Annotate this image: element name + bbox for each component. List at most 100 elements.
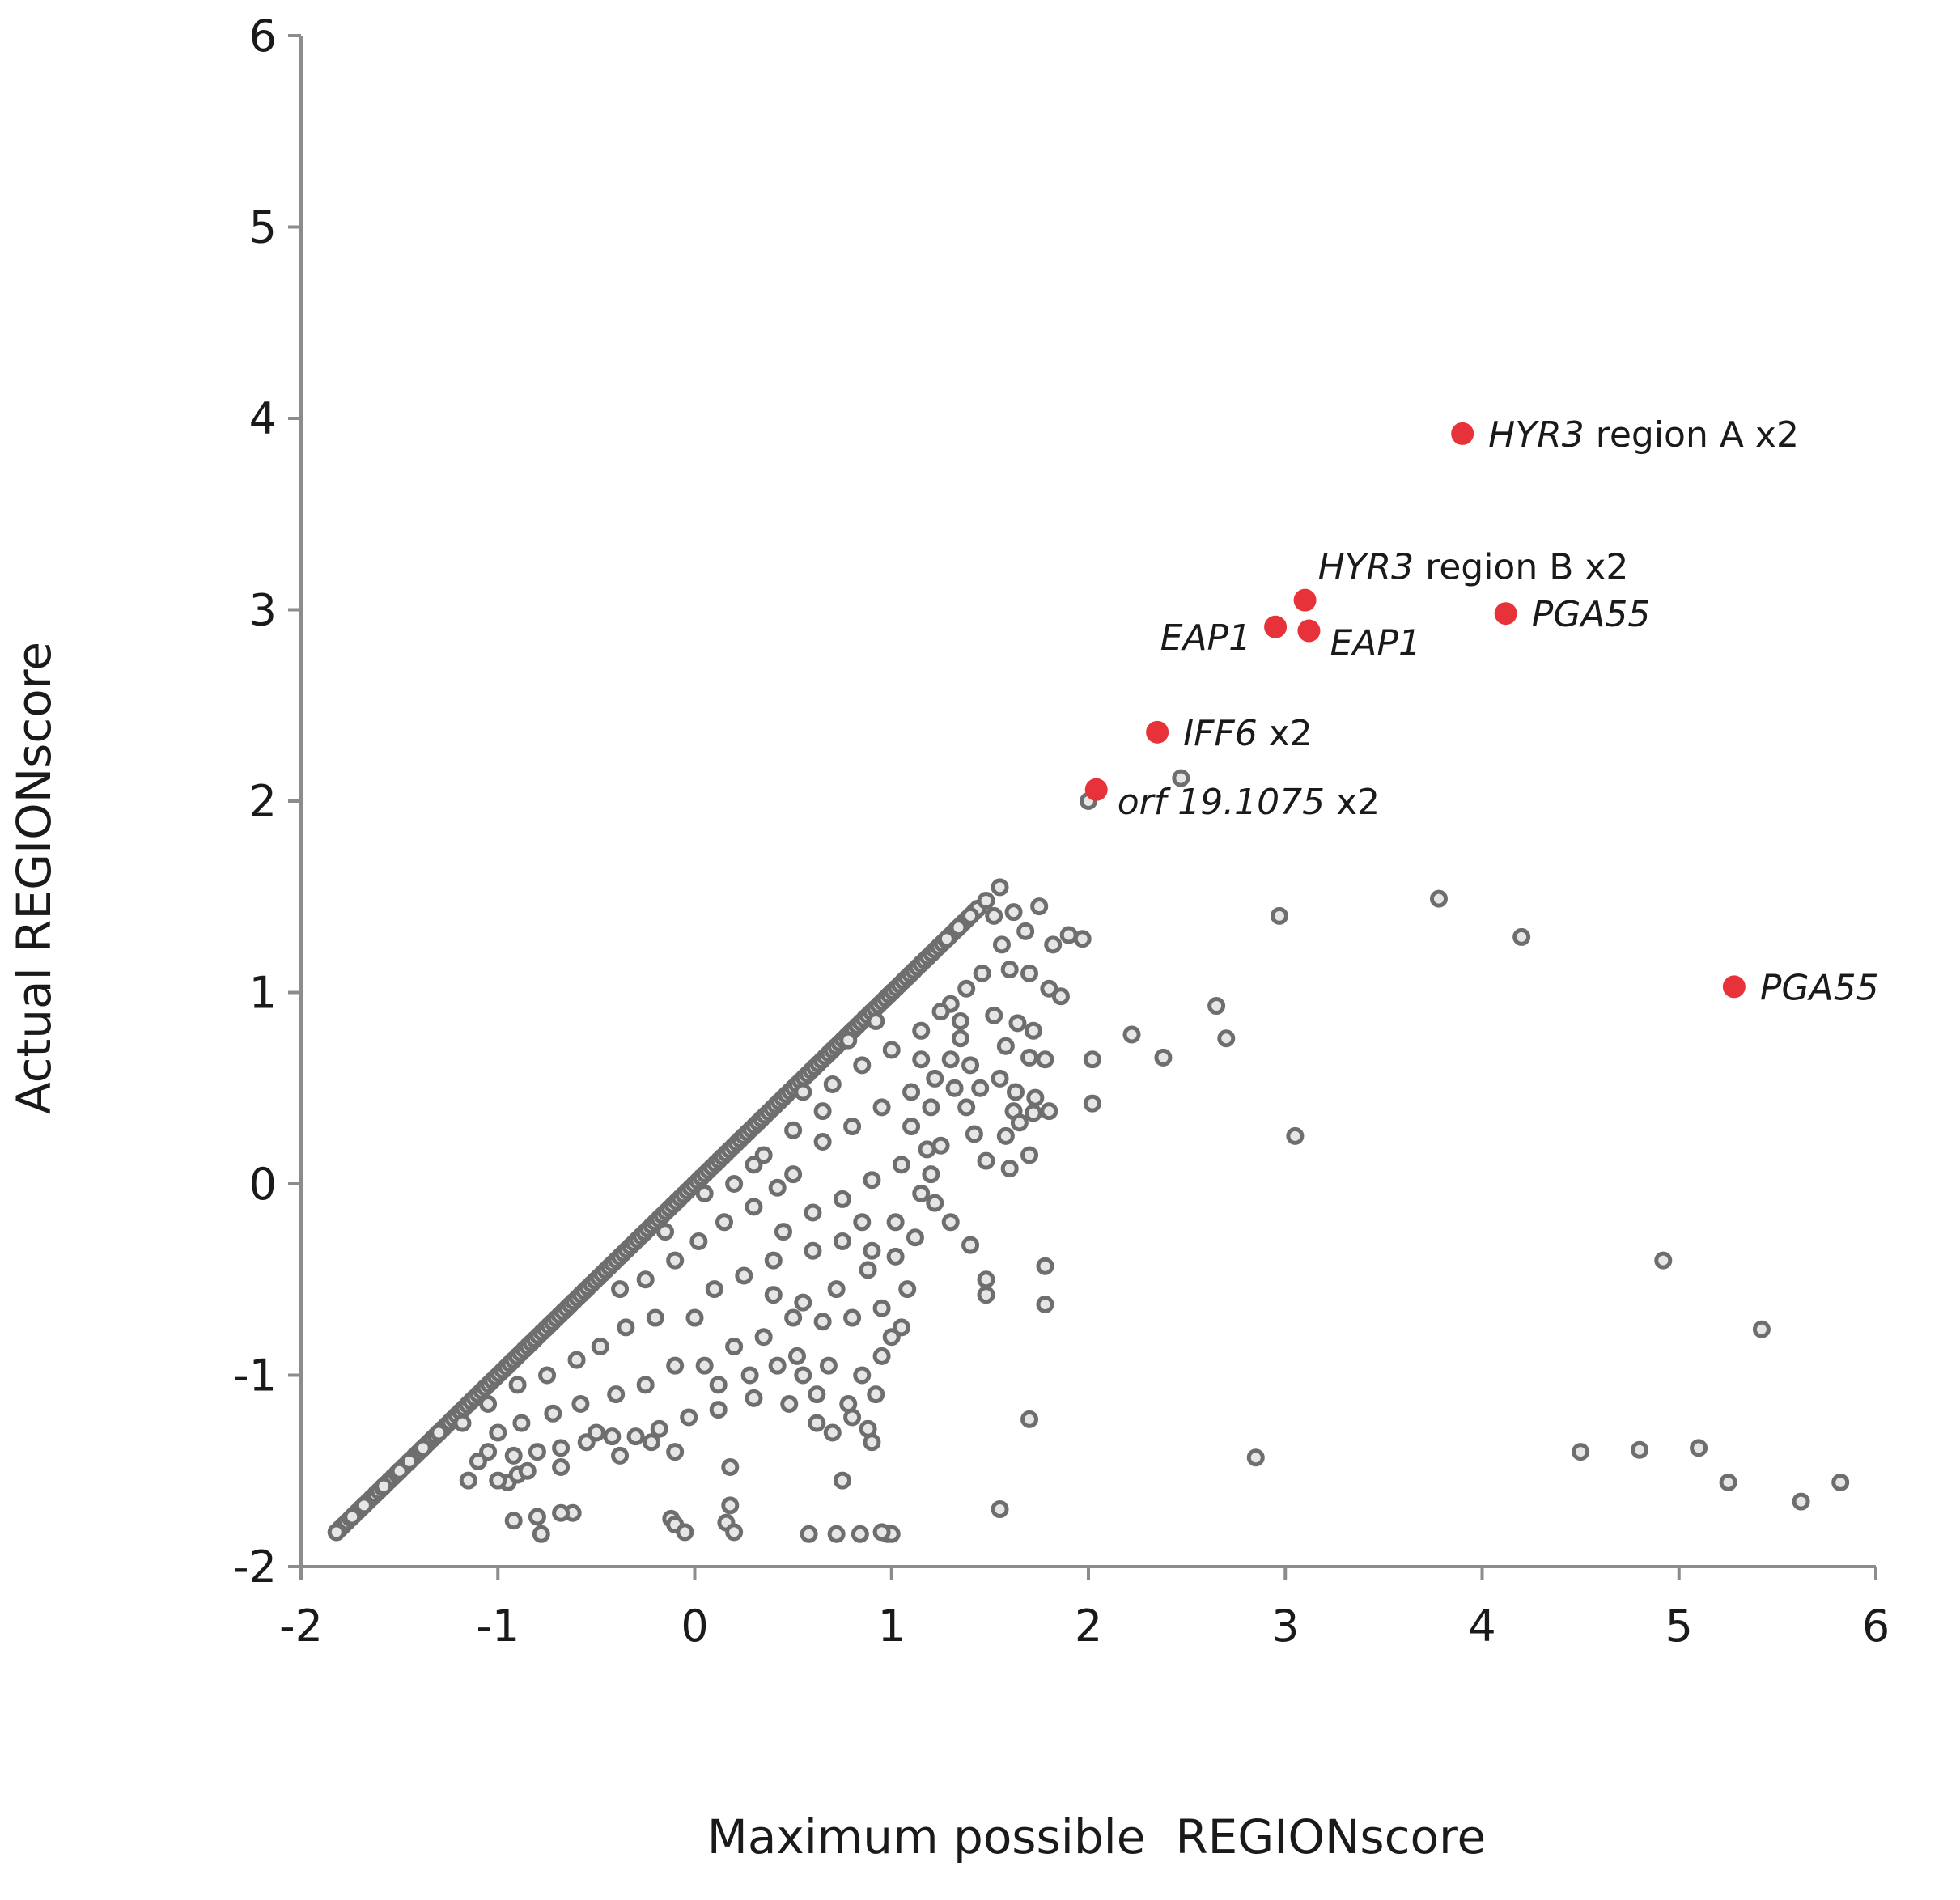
data-point — [607, 1385, 626, 1404]
gene-name: EAP1 — [1160, 617, 1251, 659]
data-point — [740, 1366, 759, 1385]
data-point — [912, 1021, 931, 1040]
data-point — [985, 906, 1003, 925]
data-point — [642, 1433, 660, 1452]
data-point — [689, 1232, 708, 1250]
data-point — [971, 1079, 990, 1097]
data-point — [996, 1037, 1015, 1055]
data-point — [695, 1356, 714, 1375]
data-point — [833, 1232, 851, 1250]
data-point — [768, 1178, 787, 1197]
point-annotation: HYR3 region B x2 — [1318, 547, 1629, 588]
data-point — [804, 1241, 822, 1260]
highlight-point — [1293, 588, 1317, 612]
data-point — [794, 1366, 812, 1385]
x-tick-label: 2 — [1075, 1601, 1102, 1652]
data-point — [991, 878, 1009, 897]
data-point — [951, 1011, 969, 1030]
data-point — [853, 1056, 872, 1075]
data-point — [709, 1376, 728, 1394]
data-point — [603, 1427, 622, 1446]
annotation-suffix: x2 — [1325, 782, 1380, 823]
highlight-point — [1264, 615, 1288, 638]
data-point — [611, 1446, 630, 1465]
data-point — [918, 1140, 936, 1159]
data-point — [745, 1198, 763, 1216]
annotation-suffix: region B x2 — [1414, 547, 1628, 588]
data-point — [1172, 769, 1190, 787]
data-point — [656, 1223, 675, 1241]
data-point — [973, 964, 991, 982]
data-point — [453, 1414, 472, 1432]
data-point — [1036, 1295, 1054, 1313]
y-tick-label: 4 — [249, 393, 277, 444]
y-tick-label: 3 — [249, 585, 277, 636]
point-annotation: EAP1 — [1160, 617, 1251, 659]
data-point — [695, 1184, 714, 1202]
data-point — [343, 1508, 362, 1526]
point-annotation: orf 19.1075 x2 — [1118, 782, 1380, 823]
data-point — [768, 1356, 787, 1375]
data-point — [715, 1213, 733, 1232]
data-point — [725, 1338, 744, 1356]
y-tick-label: 0 — [249, 1159, 277, 1210]
y-tick-label: 2 — [249, 776, 277, 827]
data-point — [1020, 1410, 1039, 1428]
data-point — [853, 1366, 872, 1385]
data-point — [1690, 1439, 1708, 1457]
data-point — [957, 1098, 976, 1117]
data-point — [567, 1351, 586, 1369]
data-point — [912, 1050, 931, 1069]
data-point — [375, 1477, 393, 1495]
data-point — [764, 1286, 783, 1304]
data-point — [957, 979, 976, 998]
data-point — [977, 1270, 995, 1289]
data-point — [1026, 1088, 1045, 1107]
x-tick-label: 5 — [1665, 1601, 1693, 1652]
data-point — [650, 1419, 668, 1438]
data-point — [804, 1203, 822, 1222]
data-point — [1246, 1448, 1265, 1467]
data-point — [1831, 1473, 1850, 1491]
highlight-point — [1146, 720, 1169, 744]
data-point — [538, 1366, 557, 1385]
data-point — [808, 1414, 826, 1432]
gene-name: IFF6 — [1183, 713, 1258, 754]
data-point — [774, 1223, 792, 1241]
data-point — [666, 1251, 685, 1270]
data-point — [1083, 1094, 1101, 1113]
data-point — [1020, 964, 1039, 982]
data-point — [354, 1496, 373, 1515]
x-tick-label: 3 — [1271, 1601, 1299, 1652]
data-point — [823, 1075, 842, 1094]
data-point — [617, 1318, 635, 1337]
data-point — [1083, 1050, 1101, 1069]
data-point — [898, 1280, 917, 1299]
data-point — [1073, 930, 1092, 948]
data-point — [552, 1458, 571, 1477]
data-point — [794, 1083, 812, 1101]
data-point — [926, 1194, 944, 1212]
data-point — [754, 1328, 773, 1347]
data-point — [721, 1458, 740, 1477]
data-point — [745, 1156, 763, 1174]
y-tick-label: -2 — [233, 1542, 277, 1593]
data-point — [400, 1452, 418, 1470]
data-point — [853, 1213, 872, 1232]
data-point — [813, 1313, 832, 1331]
data-point — [808, 1385, 826, 1404]
data-point — [459, 1471, 477, 1490]
x-tick-label: 1 — [878, 1601, 906, 1652]
data-point — [1036, 1050, 1054, 1069]
data-point — [780, 1394, 799, 1413]
data-point — [1000, 961, 1019, 979]
y-ticks: -2 -1 0 1 2 3 4 5 6 — [233, 11, 301, 1593]
data-point — [941, 1050, 960, 1069]
data-point — [1286, 1126, 1305, 1145]
data-point — [833, 1190, 851, 1208]
data-point — [863, 1241, 881, 1260]
data-point — [709, 1401, 728, 1419]
data-point — [872, 1523, 891, 1542]
